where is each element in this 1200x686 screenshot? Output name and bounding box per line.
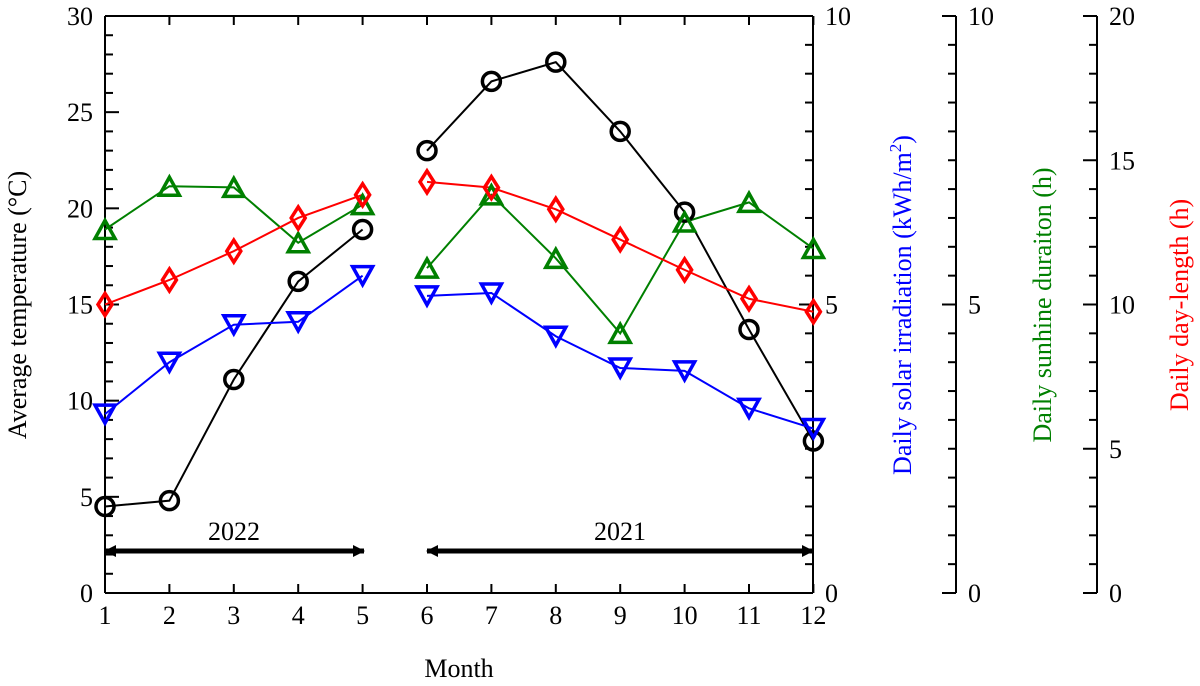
sunshine-point: [156, 173, 183, 197]
solar-point: [156, 351, 183, 375]
temperature-point: [609, 120, 631, 143]
solar-axis-title-tail: ): [888, 135, 917, 144]
daylength-point: [160, 265, 179, 295]
temperature-point: [158, 489, 181, 512]
temperature-tick-label: 10: [67, 387, 93, 416]
daylength-series-line: [104, 193, 363, 306]
temperature-point: [673, 201, 696, 223]
x-tick-label: 8: [549, 601, 562, 630]
solar-point: [607, 357, 634, 381]
solar-point: [671, 360, 698, 384]
daylength-point: [95, 290, 115, 319]
solar-tick-label: 10: [825, 2, 851, 31]
temperature-axis-title: Average temperature (°C): [3, 171, 32, 439]
temperature-point: [287, 270, 309, 293]
daylength-point: [546, 195, 565, 224]
temperature-point: [351, 218, 374, 241]
sunshine-point: [478, 182, 505, 206]
x-tick-label: 1: [99, 601, 112, 630]
temperature-point: [480, 70, 503, 93]
temperature-tick-label: 20: [67, 194, 93, 223]
temperature-tick-label: 0: [80, 579, 93, 608]
solar-point: [92, 403, 118, 427]
daylength-point: [224, 236, 243, 266]
solar-tick-label: 0: [825, 579, 838, 608]
temperature-series-line: [426, 61, 815, 442]
daylength-point: [482, 173, 501, 202]
solar-axis-title-sup: 2: [886, 144, 905, 153]
temperature-tick-label: 5: [80, 483, 93, 512]
x-tick-label: 9: [614, 601, 627, 630]
sunshine-tick-label: 5: [968, 291, 981, 320]
x-tick-label: 11: [736, 601, 761, 630]
daylength-tick-label: 20: [1109, 2, 1135, 31]
sunshine-point: [607, 320, 634, 345]
series-layer: [92, 51, 827, 518]
solar-point: [349, 264, 376, 289]
temperature-tick-label: 30: [67, 2, 93, 31]
daylength-axis-title: Daily day-length (h): [1165, 199, 1194, 411]
daylength-point: [611, 225, 630, 254]
sunshine-tick-label: 10: [968, 2, 994, 31]
x-tick-label: 2: [163, 601, 176, 630]
sunshine-point: [800, 235, 827, 260]
daylength-point: [289, 203, 308, 233]
temperature-point: [738, 318, 760, 341]
daylength-point: [804, 297, 823, 326]
daylength-tick-label: 5: [1109, 435, 1122, 464]
sunshine-point: [285, 230, 312, 254]
solar-point: [285, 311, 312, 335]
period-2022-label: 2022: [208, 517, 260, 546]
solar-axis-title-main: Daily solar irradiation (kWh/m: [888, 152, 917, 475]
solar-point: [220, 313, 247, 338]
daylength-point: [739, 284, 759, 313]
sunshine-axis-title: Daily sunhine duraiton (h): [1028, 167, 1057, 442]
solar-tick-label: 5: [825, 291, 838, 320]
temperature-tick-label: 25: [67, 98, 93, 127]
solar-point: [414, 285, 440, 309]
x-tick-label: 7: [485, 601, 498, 630]
solar-point: [478, 282, 505, 306]
x-tick-label: 12: [800, 601, 826, 630]
sunshine-point: [220, 174, 247, 199]
daylength-tick-label: 0: [1109, 579, 1122, 608]
daylength-point: [417, 167, 437, 197]
solar-point: [800, 417, 827, 442]
axis-ticks: 1 2 3 4 5 6 7 8 9 10 11 120510152025300510051005101…: [67, 2, 1135, 630]
solar-point: [736, 397, 762, 421]
sunshine-series-line: [104, 185, 364, 244]
sunshine-point: [736, 189, 762, 214]
period-2021-label: 2021: [594, 517, 646, 546]
temperature-point: [545, 51, 567, 73]
temperature-point: [223, 368, 245, 391]
temperature-point: [416, 139, 438, 162]
solar-point: [542, 325, 569, 349]
sunshine-point: [671, 209, 698, 233]
sunshine-point: [542, 245, 569, 270]
daylength-point: [353, 180, 372, 210]
x-tick-label: 3: [227, 601, 240, 630]
sunshine-point: [92, 216, 118, 241]
solar-series-line: [426, 291, 814, 430]
x-tick-label: 6: [421, 601, 434, 630]
x-tick-label: 4: [292, 601, 305, 630]
sunshine-point: [349, 192, 376, 216]
sunshine-point: [414, 255, 440, 279]
x-tick-label: 5: [356, 601, 369, 630]
temperature-point: [802, 430, 825, 452]
sunshine-tick-label: 0: [968, 579, 981, 608]
temperature-series-line: [104, 228, 364, 508]
solar-series-line: [104, 274, 364, 415]
temperature-point: [94, 495, 116, 518]
daylength-tick-label: 15: [1109, 146, 1135, 175]
x-axis-title: Month: [424, 654, 493, 683]
daylength-point: [675, 255, 694, 285]
temperature-tick-label: 15: [67, 291, 93, 320]
solar-axis-title: Daily solar irradiation (kWh/m2): [886, 135, 917, 475]
sunshine-series-line: [426, 193, 814, 336]
x-tick-label: 10: [672, 601, 698, 630]
daylength-tick-label: 10: [1109, 291, 1135, 320]
